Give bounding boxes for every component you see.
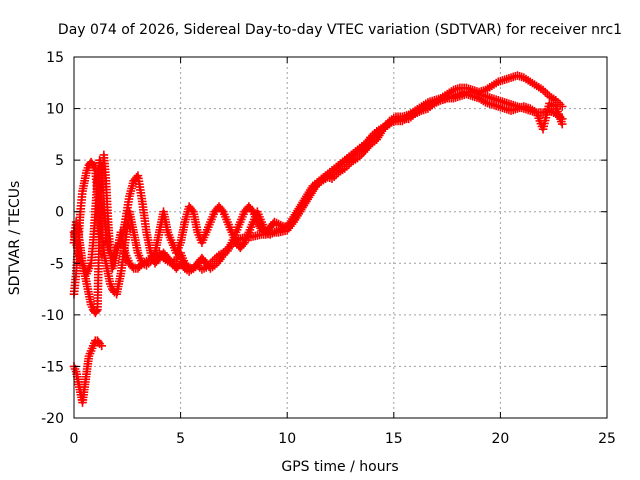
data-point bbox=[97, 341, 107, 351]
y-tick-label: 0 bbox=[55, 205, 64, 221]
x-tick-label: 20 bbox=[491, 431, 509, 447]
series-trace-d bbox=[69, 336, 107, 407]
x-tick-label: 0 bbox=[70, 431, 79, 447]
series-trace-c bbox=[69, 89, 567, 318]
y-tick-label: 15 bbox=[46, 50, 64, 66]
axis-ticks: 0 5 10 15 20 25 -20 -15 -10 -5 0 5 10 15 bbox=[41, 50, 616, 447]
data-points bbox=[69, 71, 567, 407]
y-tick-label: -10 bbox=[41, 308, 64, 324]
x-tick-label: 25 bbox=[598, 431, 616, 447]
y-tick-label: 10 bbox=[46, 102, 64, 118]
y-tick-label: -20 bbox=[41, 411, 64, 427]
y-tick-label: 5 bbox=[55, 153, 64, 169]
y-tick-label: -5 bbox=[50, 256, 64, 272]
y-axis-title: SDTVAR / TECUs bbox=[7, 181, 23, 296]
x-tick-label: 10 bbox=[278, 431, 296, 447]
x-tick-label: 5 bbox=[176, 431, 185, 447]
data-point bbox=[557, 119, 567, 129]
chart-title: Day 074 of 2026, Sidereal Day-to-day VTE… bbox=[58, 22, 622, 38]
x-tick-label: 15 bbox=[385, 431, 403, 447]
y-tick-label: -15 bbox=[41, 359, 64, 375]
x-axis-title: GPS time / hours bbox=[281, 459, 398, 475]
plot-frame bbox=[73, 56, 608, 419]
